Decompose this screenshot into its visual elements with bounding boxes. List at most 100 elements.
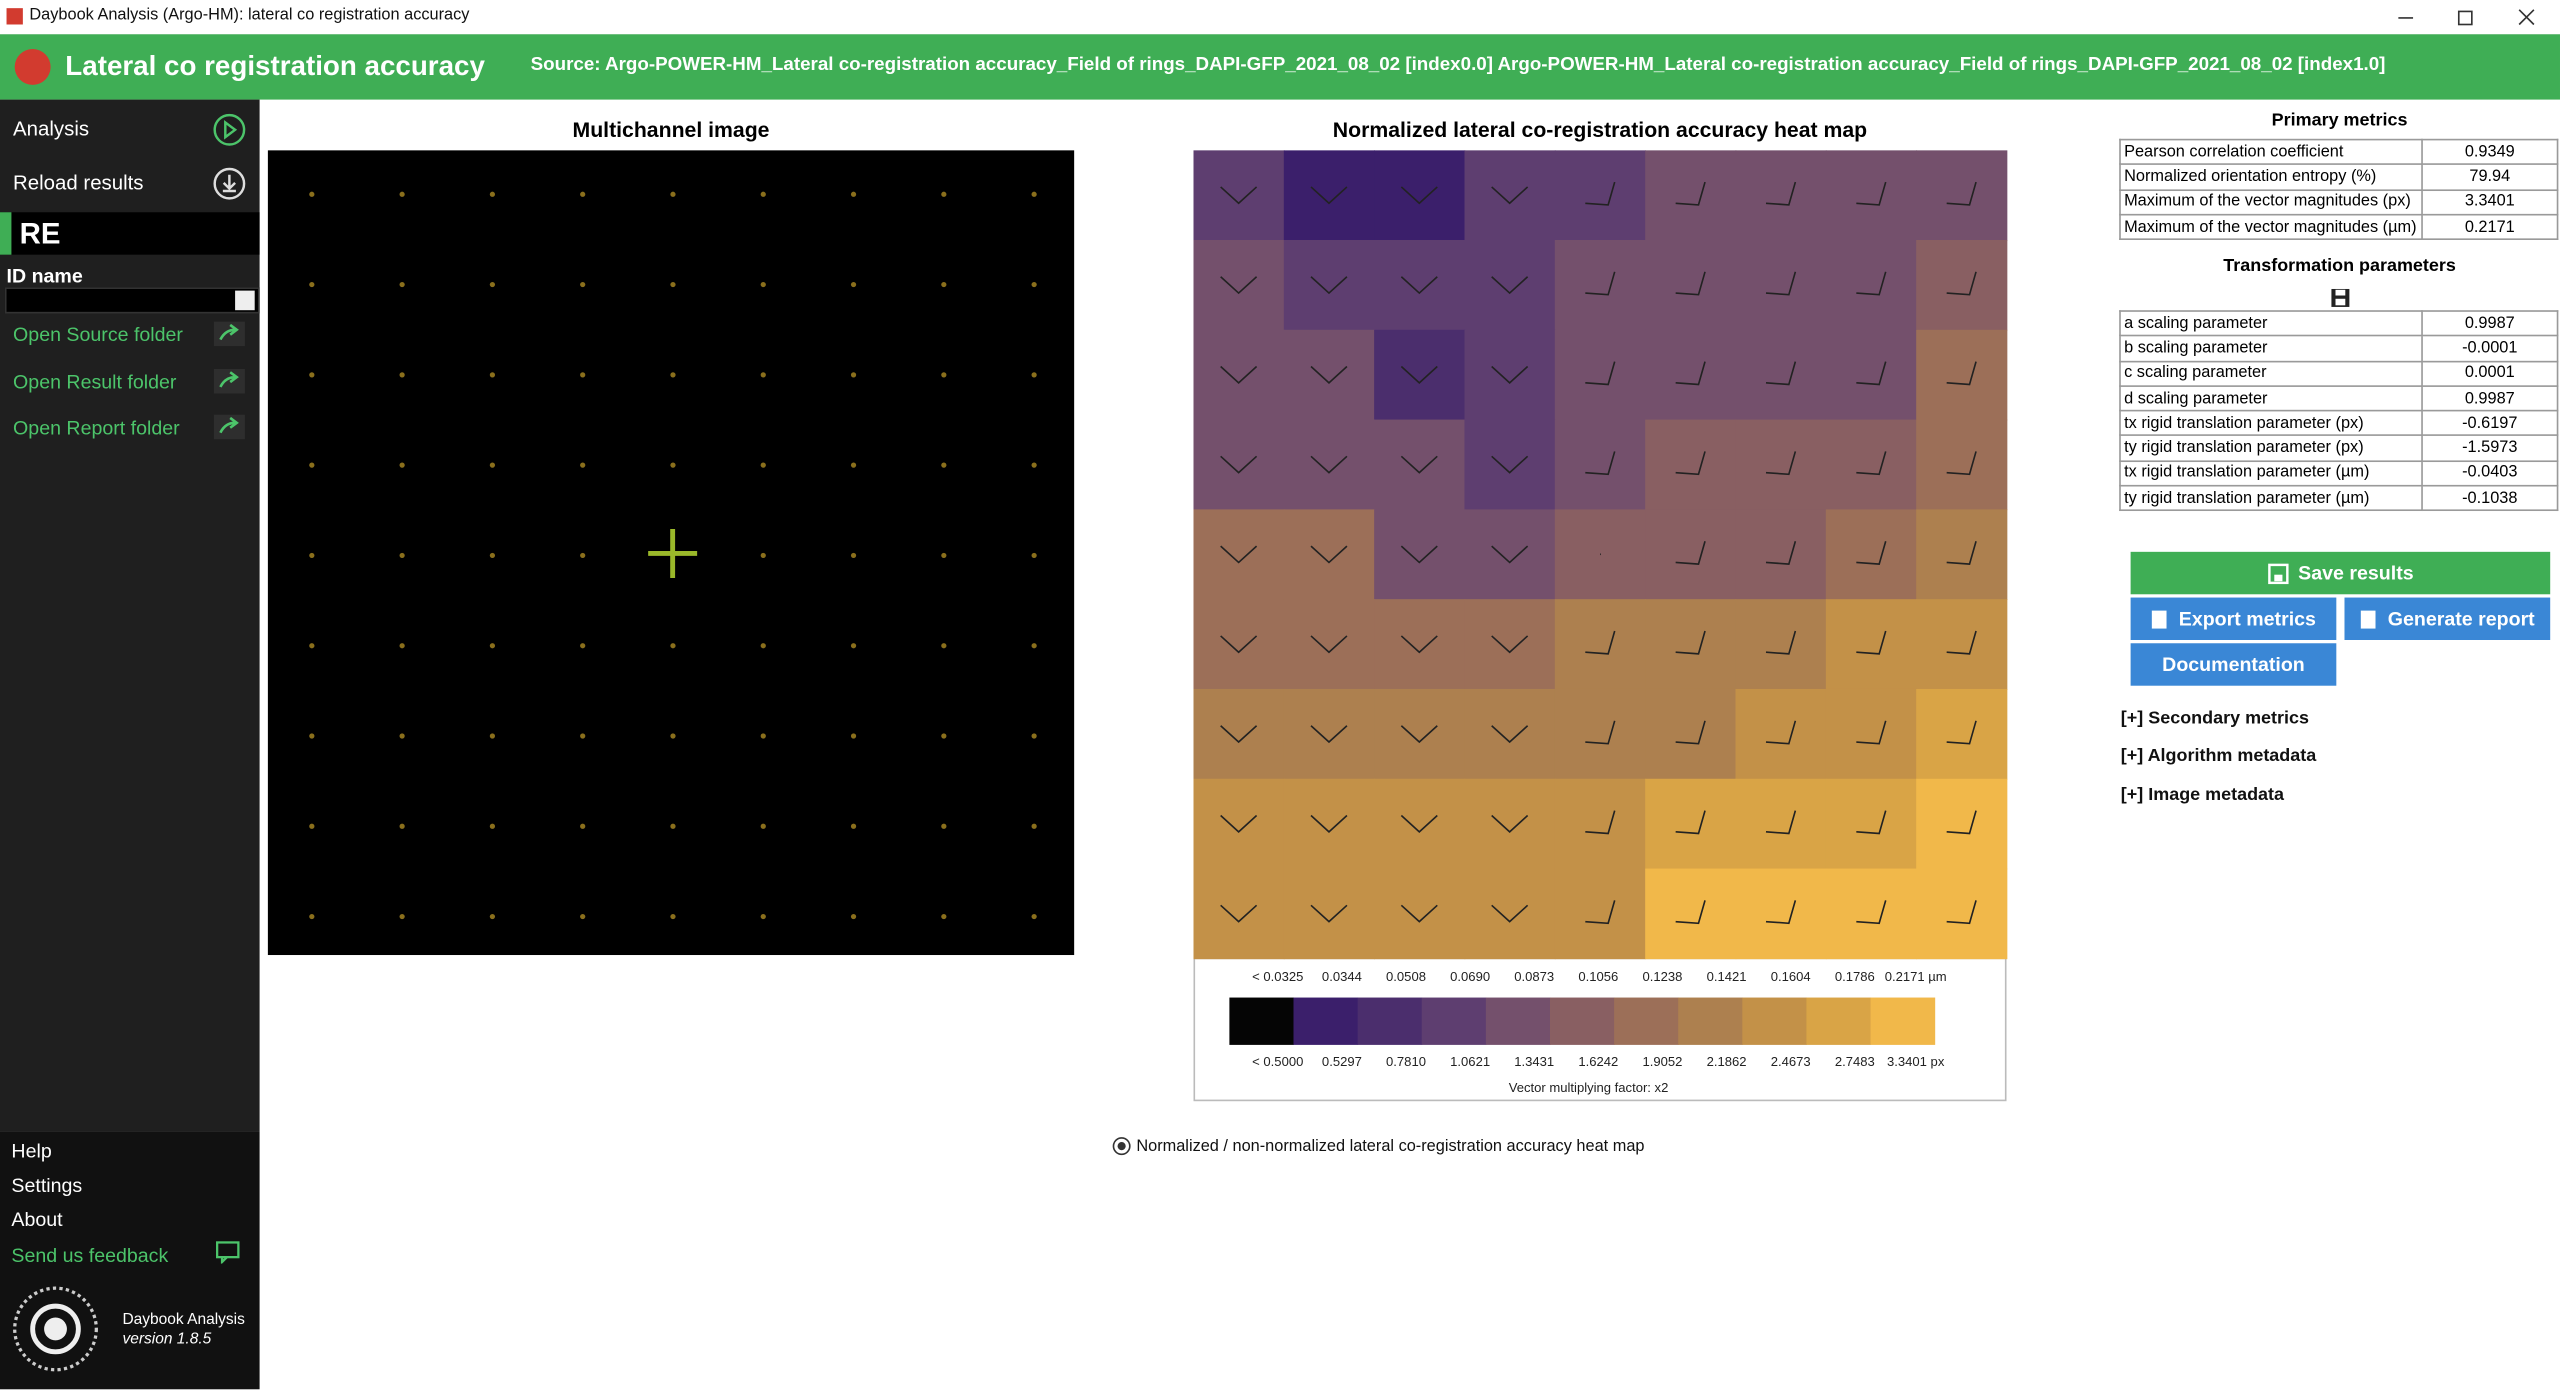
bead (309, 191, 315, 197)
vector-arrow (1675, 181, 1706, 206)
bead (1031, 372, 1037, 378)
scale-swatch (1485, 997, 1551, 1045)
heatmap-cell (1916, 329, 2008, 421)
scale-top-label: 0.1056 (1578, 969, 1618, 984)
heatmap-cell (1916, 868, 2008, 960)
vector-arrow (1765, 630, 1797, 655)
scale-swatch (1806, 997, 1872, 1045)
save-results-button[interactable]: Save results (2130, 551, 2551, 595)
metric-name: Pearson correlation coefficient (2119, 138, 2423, 166)
table-row: tx rigid translation parameter (px) -0.61… (2119, 410, 2559, 437)
button-label: Save results (2298, 561, 2414, 585)
vector-arrow (1856, 271, 1887, 296)
footer-link[interactable]: About (11, 1208, 63, 1232)
bead (1031, 913, 1037, 920)
button-label: Generate report (2387, 607, 2535, 631)
footer-link[interactable]: Settings (11, 1173, 83, 1197)
vector-arrow (1765, 181, 1797, 206)
vector-arrow (1400, 635, 1438, 654)
export-metrics-button[interactable]: Export metrics (2130, 597, 2337, 640)
heatmap-cell (1283, 509, 1375, 600)
bead (489, 191, 496, 197)
id-dropdown[interactable] (235, 290, 255, 311)
heatmap-cell (1374, 150, 1466, 241)
expander[interactable]: [+] Image metadata (2120, 785, 2285, 805)
feedback-icon[interactable] (215, 1241, 242, 1264)
vector-arrow (1856, 451, 1887, 476)
bead (309, 372, 315, 378)
nav-analysis[interactable]: Analysis (13, 117, 90, 141)
bead (399, 823, 405, 829)
heatmap-cell (1464, 688, 1556, 780)
heatmap-cell (1554, 150, 1646, 241)
metric-value: -0.0001 (2421, 335, 2559, 362)
restore[interactable] (2457, 10, 2473, 26)
bead (850, 913, 857, 920)
heatmap-cell (1735, 239, 1827, 331)
vector-arrow (1400, 904, 1438, 923)
expander[interactable]: [+] Secondary metrics (2120, 708, 2309, 729)
scale-top-label: 0.0690 (1450, 969, 1490, 984)
sidebar-link[interactable]: Open Result folder (13, 369, 177, 393)
bead (850, 823, 857, 829)
scale-bottom-label: < 0.5000 (1252, 1054, 1303, 1069)
sidebar-link[interactable]: Open Report folder (13, 416, 180, 440)
save-icon[interactable] (2330, 287, 2351, 308)
heatmap-cell (1374, 599, 1466, 690)
heatmap-cell (1916, 688, 2008, 780)
header-icon (14, 48, 51, 85)
vector-arrow (1675, 271, 1706, 296)
metric-value: -1.5973 (2421, 435, 2559, 462)
link-button[interactable] (213, 414, 245, 440)
bead (1031, 281, 1037, 288)
reload-icon[interactable] (212, 167, 246, 201)
nav-reload[interactable]: Reload results (13, 171, 144, 195)
scale-bottom-label: 3.3401 px (1887, 1054, 1945, 1069)
vector-arrow (1220, 814, 1258, 833)
bead (489, 823, 496, 829)
metric-name: ty rigid translation parameter (px) (2119, 435, 2423, 462)
metric-value: 0.2171 (2421, 213, 2559, 241)
vector-arrow (1220, 186, 1258, 205)
footer-link[interactable]: Send us feedback (11, 1244, 169, 1267)
id-input[interactable] (4, 287, 260, 314)
footer-link[interactable]: Help (11, 1139, 52, 1163)
heatmap-cell (1735, 868, 1827, 960)
heatmap-cell (1283, 868, 1375, 960)
sidebar-link[interactable]: Open Source folder (13, 323, 183, 347)
vector-arrow (1765, 361, 1797, 386)
documentation-button[interactable]: Documentation (2130, 643, 2337, 686)
bead (941, 281, 947, 288)
vector-arrow (1220, 635, 1258, 654)
heatmap-cell (1464, 868, 1556, 960)
metric-value: 79.94 (2421, 163, 2559, 191)
bead (580, 191, 586, 197)
vector-arrow (1765, 271, 1797, 296)
heatmap-cell (1283, 329, 1375, 421)
table-row: Pearson correlation coefficient 0.9349 (2119, 138, 2559, 166)
metric-value: -0.6197 (2421, 410, 2559, 437)
heatmap-cell (1193, 150, 1285, 241)
toggle-label[interactable]: Normalized / non-normalized lateral co-r… (1136, 1137, 1645, 1156)
vector-arrow (1491, 635, 1529, 654)
heatmap-cell (1825, 778, 1918, 870)
link-arrow (219, 323, 239, 341)
bead (580, 372, 586, 378)
badge: RE (19, 217, 61, 250)
header-title: Lateral co registration accuracy (65, 50, 485, 82)
analysis-icon[interactable] (212, 113, 246, 147)
link-arrow (219, 416, 239, 434)
link-button[interactable] (213, 321, 245, 347)
metric-value: -0.1038 (2421, 485, 2559, 512)
vector-arrow (1491, 545, 1529, 564)
generate-report-button[interactable]: Generate report (2344, 597, 2551, 640)
scale-bottom-label: 1.9052 (1643, 1054, 1683, 1069)
close[interactable] (2518, 9, 2535, 26)
vector-arrow (1946, 361, 1977, 386)
link-button[interactable] (213, 368, 245, 393)
primary-title: Primary metrics (2271, 111, 2408, 131)
toggle-radio[interactable] (1112, 1136, 1132, 1156)
expander[interactable]: [+] Algorithm metadata (2120, 746, 2317, 766)
table-row: c scaling parameter 0.0001 (2119, 360, 2559, 387)
scale-swatch (1678, 997, 1743, 1045)
